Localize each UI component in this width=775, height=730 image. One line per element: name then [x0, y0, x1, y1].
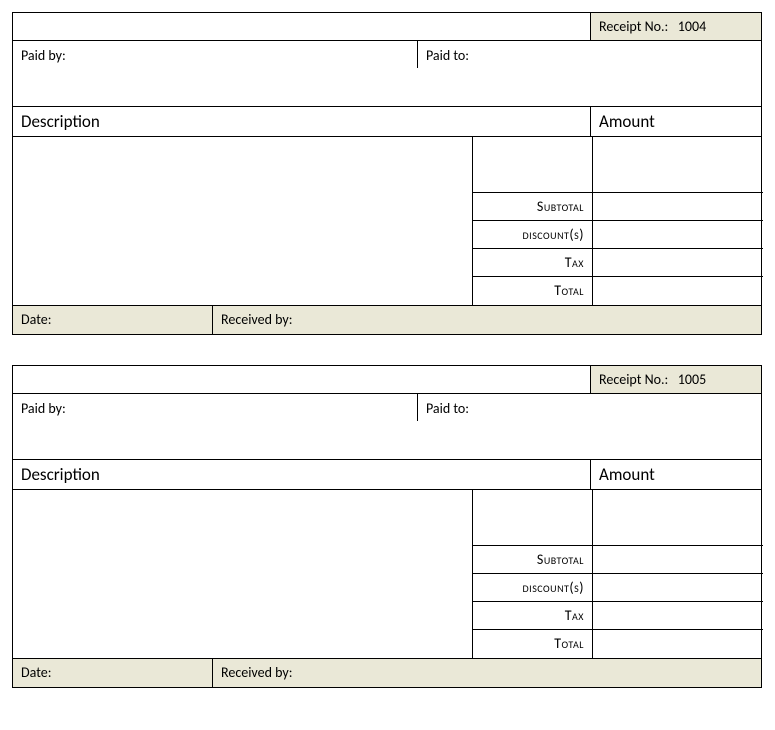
- paid-by-cell: Paid by:: [13, 41, 418, 68]
- receipt: Receipt No.: 1004 Paid by: Paid to: Desc…: [12, 12, 762, 335]
- amount-header: Amount: [591, 460, 761, 489]
- date-cell: Date:: [13, 306, 213, 334]
- paid-to-label: Paid to:: [426, 400, 469, 417]
- subtotal-label: Subtotal: [473, 193, 593, 221]
- mid-blank-cell: [473, 490, 593, 546]
- date-label: Date:: [21, 664, 51, 681]
- tax-value: [593, 602, 763, 630]
- received-by-label: Received by:: [221, 311, 292, 328]
- received-by-cell: Received by:: [213, 306, 761, 334]
- discount-label: discount(s): [473, 574, 593, 602]
- receipt-no-value: 1004: [678, 18, 706, 35]
- receipt-number-cell: Receipt No.: 1004: [591, 13, 761, 40]
- amount-value-cell: [593, 490, 763, 546]
- receipt: Receipt No.: 1005 Paid by: Paid to: Desc…: [12, 365, 762, 688]
- amount-header: Amount: [591, 107, 761, 136]
- receipt-no-label: Receipt No.:: [599, 371, 668, 388]
- receipt-no-value: 1005: [678, 371, 706, 388]
- received-by-cell: Received by:: [213, 659, 761, 687]
- amount-value-cell: [593, 137, 763, 193]
- description-header: Description: [13, 460, 591, 489]
- description-body: [13, 137, 473, 305]
- received-by-label: Received by:: [221, 664, 292, 681]
- discount-value: [593, 574, 763, 602]
- total-label: Total: [473, 277, 593, 305]
- description-body: [13, 490, 473, 658]
- subtotal-label: Subtotal: [473, 546, 593, 574]
- date-label: Date:: [21, 311, 51, 328]
- total-label: Total: [473, 630, 593, 658]
- total-value: [593, 277, 763, 305]
- paid-by-cell: Paid by:: [13, 394, 418, 421]
- total-value: [593, 630, 763, 658]
- tax-label: Tax: [473, 249, 593, 277]
- paid-to-cell: Paid to:: [418, 41, 761, 68]
- paid-to-cell: Paid to:: [418, 394, 761, 421]
- mid-blank-cell: [473, 137, 593, 193]
- discount-label: discount(s): [473, 221, 593, 249]
- paid-by-label: Paid by:: [21, 47, 66, 64]
- paid-to-label: Paid to:: [426, 47, 469, 64]
- discount-value: [593, 221, 763, 249]
- subtotal-value: [593, 193, 763, 221]
- top-blank-cell: [13, 366, 591, 393]
- receipt-no-label: Receipt No.:: [599, 18, 668, 35]
- top-blank-cell: [13, 13, 591, 40]
- tax-value: [593, 249, 763, 277]
- description-header: Description: [13, 107, 591, 136]
- date-cell: Date:: [13, 659, 213, 687]
- receipt-number-cell: Receipt No.: 1005: [591, 366, 761, 393]
- tax-label: Tax: [473, 602, 593, 630]
- subtotal-value: [593, 546, 763, 574]
- paid-by-label: Paid by:: [21, 400, 66, 417]
